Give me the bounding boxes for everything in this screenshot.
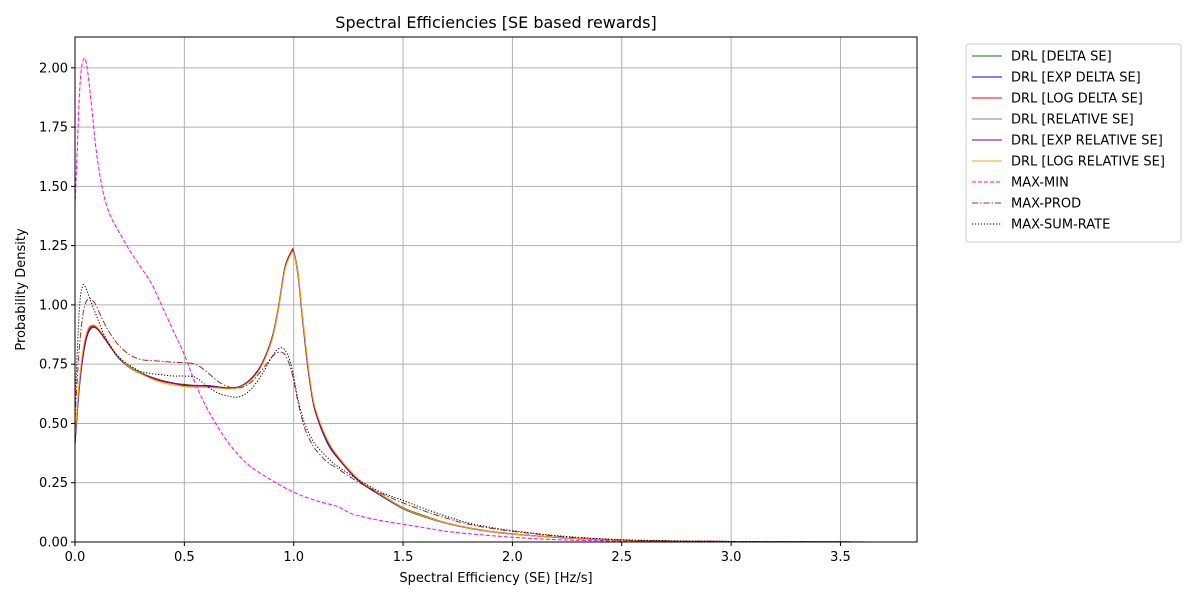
x-axis-label: Spectral Efficiency (SE) [Hz/s] [399,571,592,586]
series-line-max-min [74,57,797,543]
legend-entry: DRL [DELTA SE] [1011,50,1112,65]
grid-lines [74,37,917,543]
series-line-max-sum-rate [74,283,878,543]
legend-entry: DRL [LOG RELATIVE SE] [1011,155,1165,170]
series-line-drl-log-relative-se [74,250,854,543]
series-line-drl-exp-relative-se [74,249,854,543]
x-tick-label: 0.0 [65,550,86,565]
series-line-drl-exp-delta-se [74,248,854,543]
x-tick-label: 1.0 [283,550,304,565]
x-axis-ticks: 0.0 0.5 1.0 1.5 2.0 2.5 3.0 3.5 [65,542,851,565]
series-line-max-prod [74,297,874,543]
x-tick-label: 2.0 [502,550,523,565]
plot-frame [74,36,918,543]
legend-entry: DRL [EXP RELATIVE SE] [1011,134,1163,149]
x-tick-label: 2.5 [611,550,632,565]
x-tick-label: 0.5 [174,550,195,565]
y-tick-label: 0.75 [39,358,68,373]
x-tick-label: 3.5 [830,550,851,565]
y-tick-label: 1.75 [39,121,68,136]
y-tick-label: 1.50 [39,180,68,195]
chart-title: Spectral Efficiencies [SE based rewards] [335,13,656,32]
legend-entry: MAX-PROD [1011,197,1081,212]
y-axis-ticks: 0.00 0.25 0.50 0.75 1.00 1.25 1.50 1.75 2.00 [39,61,75,551]
x-tick-label: 1.5 [393,550,414,565]
y-tick-label: 0.00 [39,536,68,551]
legend-entry: DRL [LOG DELTA SE] [1011,92,1143,107]
y-tick-label: 1.00 [39,298,68,313]
legend-entry: DRL [RELATIVE SE] [1011,113,1134,128]
series-layer [74,57,878,543]
legend-box [965,43,1182,243]
y-axis-label: Probability Density [14,228,29,351]
x-tick-label: 3.0 [721,550,742,565]
y-tick-label: 2.00 [39,61,68,76]
series-line-drl-delta-se [74,248,854,543]
y-tick-label: 1.25 [39,239,68,254]
legend-entry: MAX-SUM-RATE [1011,218,1110,233]
series-line-drl-relative-se [74,249,854,543]
y-tick-label: 0.25 [39,476,68,491]
legend-entry: MAX-MIN [1011,176,1069,191]
series-line-drl-log-delta-se [74,248,854,543]
y-tick-label: 0.50 [39,417,68,432]
legend-entry: DRL [EXP DELTA SE] [1011,71,1141,86]
legend: DRL [DELTA SE] DRL [EXP DELTA SE] DRL [LOG… [965,43,1182,243]
